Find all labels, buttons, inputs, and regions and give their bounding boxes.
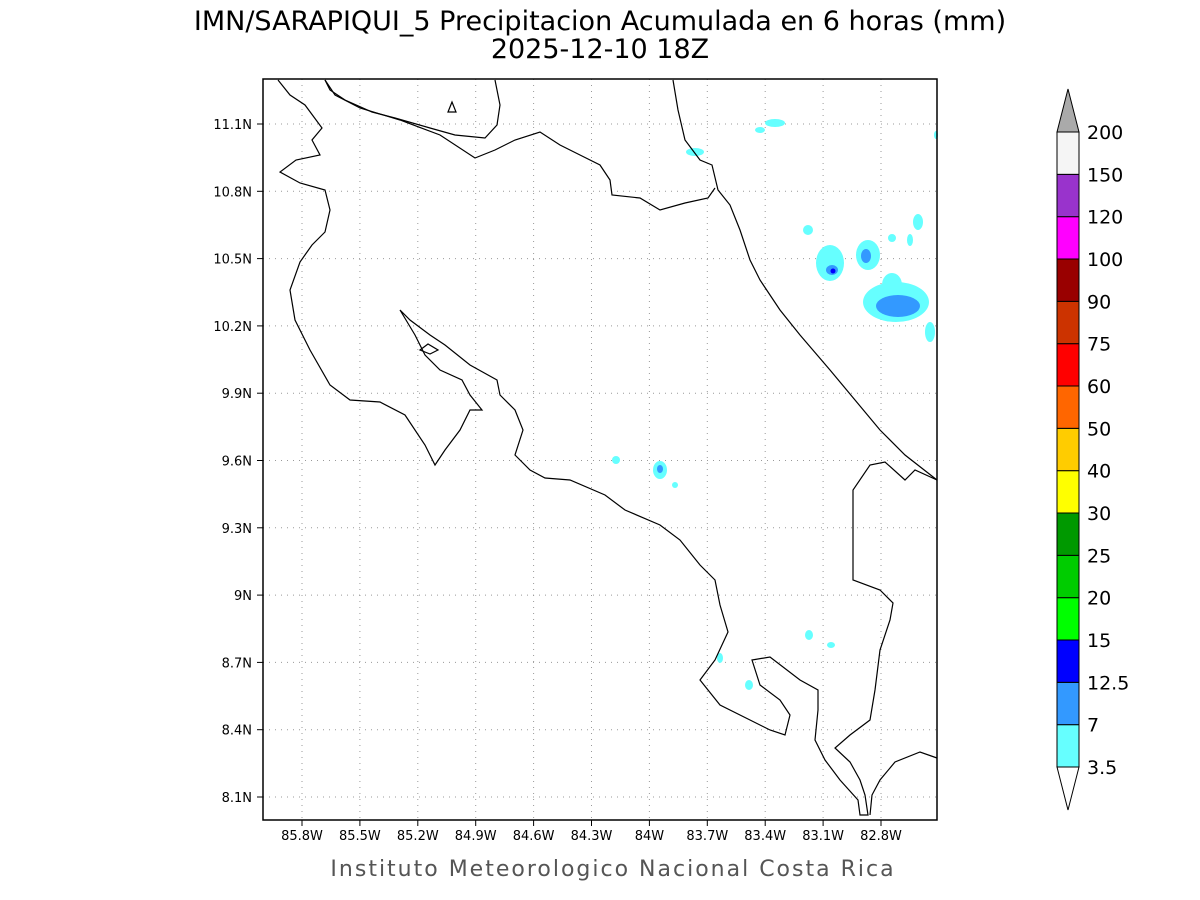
precip-area xyxy=(803,225,813,235)
precip-area xyxy=(657,465,663,473)
precip-area xyxy=(827,642,835,648)
lon-label: 85.5W xyxy=(339,829,381,844)
lat-label: 9.9N xyxy=(222,387,252,402)
colorbar-segment xyxy=(1056,427,1080,472)
axis-labels: 85.8W 85.5W 85.2W 84.9W 84.6W 84.3W 84W 83.7W 83… xyxy=(213,118,902,844)
colorbar-segment xyxy=(1056,385,1080,429)
colorbar-label: 100 xyxy=(1087,249,1123,271)
colorbar-over xyxy=(1056,88,1080,133)
precip-area xyxy=(672,482,678,488)
lat-label: 9N xyxy=(234,589,252,604)
precip-area xyxy=(745,680,753,690)
colorbar-label: 30 xyxy=(1087,503,1111,525)
precip-area xyxy=(830,268,836,274)
colorbar-segment xyxy=(1056,681,1080,726)
lon-label: 84.6W xyxy=(513,829,555,844)
colorbar-segment xyxy=(1056,131,1080,175)
colorbar-label: 25 xyxy=(1087,545,1111,567)
colorbar: 3.5 7 12.5 15 20 25 30 40 50 60 75 90 100 120 150 200 xyxy=(1056,88,1129,811)
colorbar-label: 200 xyxy=(1087,122,1123,144)
lat-label: 11.1N xyxy=(213,118,252,133)
colorbar-label: 90 xyxy=(1087,291,1111,313)
lon-label: 85.2W xyxy=(397,829,439,844)
colorbar-segment xyxy=(1056,216,1080,260)
colorbar-segment xyxy=(1056,512,1080,556)
lat-label: 10.8N xyxy=(213,185,252,200)
precip-area xyxy=(876,295,920,317)
colorbar-segment xyxy=(1056,343,1080,387)
precip-area xyxy=(765,119,785,127)
precip-area xyxy=(686,148,704,156)
lat-label: 9.6N xyxy=(222,455,252,470)
coastline xyxy=(277,79,938,816)
lon-label: 83.7W xyxy=(686,829,728,844)
precip xyxy=(612,119,938,690)
lake xyxy=(447,100,457,113)
footer: Instituto Meteorologico Nacional Costa R… xyxy=(330,857,895,882)
colorbar-label: 120 xyxy=(1087,207,1123,229)
lon-label: 84.9W xyxy=(455,829,497,844)
lon-label: 84W xyxy=(635,829,665,844)
lon-label: 84.3W xyxy=(571,829,613,844)
island xyxy=(418,343,440,355)
subtitle: 2025-12-10 18Z xyxy=(491,34,709,65)
coastline xyxy=(869,751,938,816)
precip-area xyxy=(913,214,923,230)
lon-label: 85.8W xyxy=(281,829,323,844)
colorbar-label: 20 xyxy=(1087,588,1111,610)
border xyxy=(324,79,716,211)
precip-area xyxy=(755,127,765,133)
colorbar-segment xyxy=(1056,173,1080,218)
precip-area xyxy=(612,456,620,464)
colorbar-segment xyxy=(1056,597,1080,641)
lat-label: 10.5N xyxy=(213,253,252,268)
colorbar-label: 40 xyxy=(1087,461,1111,483)
lat-label: 8.1N xyxy=(222,791,252,806)
lon-label: 83.1W xyxy=(802,829,844,844)
lat-label: 8.4N xyxy=(222,724,252,739)
map-frame xyxy=(262,78,938,821)
precip-area xyxy=(861,249,871,263)
colorbar-segment xyxy=(1056,554,1080,599)
colorbar-segment xyxy=(1056,470,1080,514)
precip-area xyxy=(717,653,723,663)
colorbar-segment xyxy=(1056,724,1080,768)
precip-area xyxy=(888,234,896,242)
colorbar-label: 3.5 xyxy=(1087,757,1117,779)
colorbar-label: 60 xyxy=(1087,376,1111,398)
precip-area xyxy=(805,630,813,640)
lat-label: 9.3N xyxy=(222,522,252,537)
colorbar-under xyxy=(1056,766,1080,811)
coastlines xyxy=(277,79,938,816)
colorbar-label: 12.5 xyxy=(1087,672,1129,694)
coastline xyxy=(672,79,938,481)
colorbar-label: 15 xyxy=(1087,630,1111,652)
precip-area xyxy=(816,245,844,281)
lon-label: 82.8W xyxy=(860,829,902,844)
colorbar-label: 150 xyxy=(1087,164,1123,186)
lake-shore xyxy=(324,79,501,139)
precip-area xyxy=(882,273,902,297)
lat-label: 8.7N xyxy=(222,656,252,671)
colorbar-label: 7 xyxy=(1087,715,1099,737)
lon-label: 83.4W xyxy=(744,829,786,844)
title: IMN/SARAPIQUI_5 Precipitacion Acumulada … xyxy=(194,6,1006,37)
precip-area xyxy=(925,322,935,342)
lat-label: 10.2N xyxy=(213,320,252,335)
colorbar-label: 50 xyxy=(1087,418,1111,440)
colorbar-label: 75 xyxy=(1087,334,1111,356)
precip-area xyxy=(907,234,913,246)
colorbar-segment xyxy=(1056,258,1080,302)
colorbar-segment xyxy=(1056,639,1080,683)
grid xyxy=(263,79,937,820)
colorbar-segment xyxy=(1056,300,1080,345)
